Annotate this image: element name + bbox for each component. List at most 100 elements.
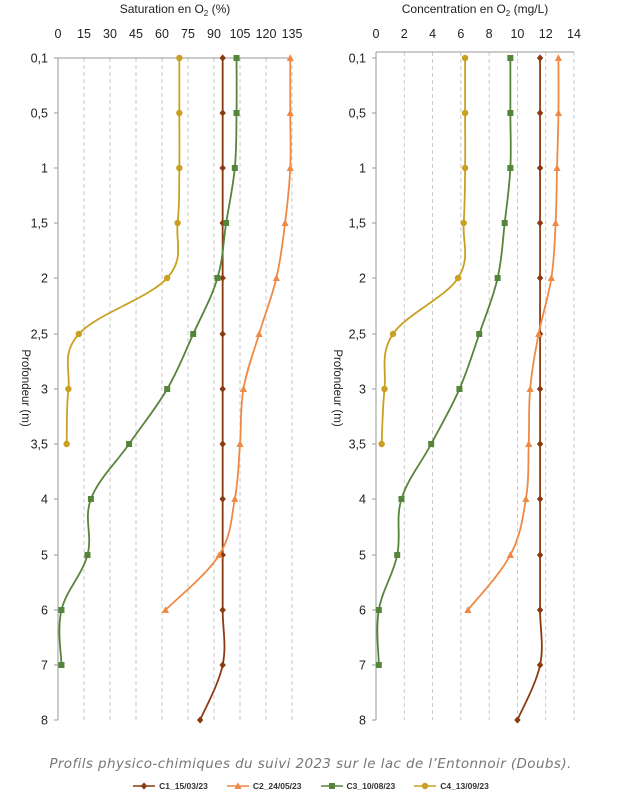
data-point-c2	[526, 385, 534, 392]
data-point-c3	[375, 662, 382, 668]
y-tick-label: 3,5	[31, 438, 48, 452]
y-tick-label: 8	[359, 714, 366, 728]
y-tick-label: 1,5	[349, 217, 366, 231]
data-point-c4	[460, 219, 467, 227]
data-point-c3	[398, 496, 405, 502]
data-point-c4	[381, 385, 388, 393]
series-line-c3	[58, 57, 238, 666]
data-point-c2	[522, 495, 530, 502]
data-point-c3	[507, 165, 514, 171]
data-point-c3	[58, 662, 65, 668]
legend-item-c3: C3_10/08/23	[320, 781, 396, 791]
legend-swatch	[226, 782, 249, 789]
y-tick-label: 5	[359, 549, 366, 563]
data-point-c1	[219, 109, 226, 117]
x-tick-label: 105	[230, 27, 251, 41]
data-point-c1	[536, 606, 544, 614]
figure-caption: Profils physico-chimiques du suivi 2023 …	[49, 756, 572, 772]
data-point-c1	[514, 716, 521, 724]
y-tick-label: 8	[41, 714, 48, 728]
series-line-c3	[376, 58, 512, 666]
data-point-c2	[553, 164, 561, 171]
chart-legend: C1_15/03/23 C2_24/05/23 C3_10/08/23 C4_13/0…	[0, 781, 621, 791]
y-tick-label: 2,5	[349, 328, 366, 342]
series-line-c4	[65, 58, 181, 445]
legend-label: C3_10/08/23	[346, 781, 396, 791]
legend-item-c2: C2_24/05/23	[226, 781, 302, 791]
data-point-c1	[536, 385, 544, 393]
y-tick-label: 2	[359, 272, 366, 286]
data-point-c3	[126, 441, 133, 447]
x-tick-label: 8	[486, 27, 493, 41]
data-point-c1	[219, 164, 226, 172]
data-point-c3	[456, 386, 463, 392]
y-tick-label: 7	[41, 659, 48, 673]
x-tick-label: 2	[401, 27, 408, 41]
x-tick-label: 14	[567, 27, 581, 41]
legend-label: C4_13/09/23	[440, 781, 489, 791]
data-point-c4	[389, 330, 397, 338]
data-point-c2	[506, 551, 514, 558]
x-tick-label: 0	[55, 27, 62, 41]
data-point-c4	[461, 54, 469, 62]
data-point-c1	[219, 330, 226, 338]
data-point-c1	[536, 440, 544, 448]
series-line-c2	[164, 57, 292, 611]
y-axis-label: Profondeur (m)	[331, 349, 343, 427]
data-point-c1	[219, 661, 226, 669]
x-tick-label: 30	[103, 27, 117, 41]
data-point-c1	[536, 164, 544, 172]
y-tick-label: 0,1	[31, 52, 48, 66]
data-point-c3	[476, 331, 483, 337]
data-point-c1	[536, 551, 544, 559]
legend-marker	[140, 782, 148, 790]
legend-swatch	[133, 782, 156, 790]
y-tick-label: 3	[359, 383, 366, 397]
y-tick-label: 7	[359, 659, 366, 673]
chart-title: Saturation en O2 (%)	[120, 2, 231, 18]
y-tick-label: 2	[41, 272, 48, 286]
y-tick-label: 1	[359, 162, 366, 176]
data-point-c1	[219, 440, 226, 448]
data-point-c2	[535, 330, 543, 337]
y-tick-label: 0,1	[349, 52, 366, 66]
data-point-c2	[554, 54, 563, 61]
y-tick-label: 3,5	[349, 438, 366, 452]
data-point-c2	[286, 109, 294, 116]
x-tick-label: 10	[510, 27, 524, 41]
data-point-c4	[378, 440, 385, 448]
data-point-c3	[428, 441, 435, 447]
data-point-c2	[215, 551, 223, 558]
y-tick-label: 2,5	[31, 328, 48, 342]
data-point-c3	[233, 55, 240, 61]
data-point-c1	[536, 219, 544, 227]
y-tick-label: 3	[41, 383, 48, 397]
legend-item-c1: C1_15/03/23	[132, 781, 208, 791]
saturation-chart: Saturation en O2 (%)0 15 30 45 60 75 90 105 120 1…	[19, 2, 302, 728]
data-point-c4	[454, 274, 462, 282]
data-point-c2	[239, 385, 248, 392]
data-point-c2	[547, 274, 555, 281]
data-point-c2	[281, 219, 289, 226]
y-tick-label: 1,5	[31, 217, 48, 231]
data-point-c2	[464, 606, 472, 613]
data-point-c1	[219, 274, 226, 282]
data-point-c3	[231, 165, 238, 171]
x-tick-label: 75	[181, 27, 195, 41]
legend-label: C1_15/03/23	[159, 781, 208, 791]
y-tick-label: 1	[41, 162, 48, 176]
data-point-c1	[219, 495, 226, 503]
data-point-c4	[75, 330, 83, 338]
data-point-c1	[219, 54, 226, 62]
data-point-c3	[507, 55, 514, 61]
data-point-c2	[161, 606, 170, 613]
legend-marker	[421, 782, 429, 790]
data-point-c4	[174, 219, 181, 227]
data-point-c4	[461, 164, 469, 172]
legend-marker	[234, 782, 242, 789]
data-point-c1	[196, 716, 204, 724]
data-point-c3	[494, 275, 501, 281]
data-point-c3	[214, 275, 221, 281]
data-point-c1	[536, 495, 544, 503]
data-point-c3	[190, 331, 197, 337]
